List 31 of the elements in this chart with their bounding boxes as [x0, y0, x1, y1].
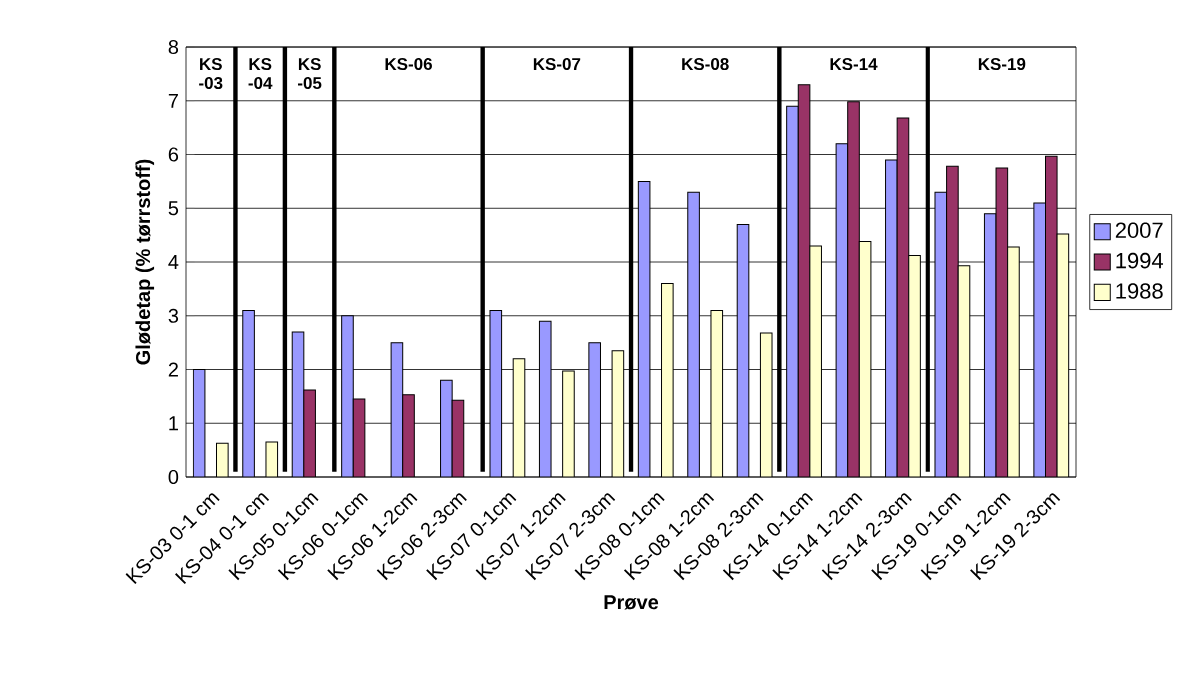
- annotation: KS-19: [978, 58, 1026, 71]
- bar: [786, 105, 799, 477]
- y-axis-title: Glødetap (% tørrstoff): [135, 159, 155, 365]
- bar: [687, 191, 700, 477]
- legend-label: 1988: [1116, 283, 1163, 299]
- legend-label: 1994: [1116, 252, 1164, 269]
- x-axis-title: Prøve: [604, 595, 659, 610]
- y-tick-label: 6: [168, 147, 179, 162]
- y-tick-label: 8: [168, 39, 179, 55]
- bar: [402, 394, 415, 477]
- y-tick-label: 1: [169, 416, 178, 431]
- annotation: KS-14: [830, 58, 878, 71]
- bar: [303, 389, 316, 477]
- annotation: KS -03: [199, 58, 223, 90]
- annotation: KS -05: [297, 58, 322, 90]
- y-tick-label: 4: [168, 255, 179, 269]
- annotation: KS-08: [682, 58, 729, 71]
- bar: [847, 101, 860, 477]
- y-tick-label: 0: [168, 469, 179, 485]
- annotation: KS-07: [533, 58, 581, 71]
- bar: [242, 309, 255, 477]
- y-tick-label: 5: [168, 201, 179, 216]
- annotation: KS -04: [248, 58, 273, 90]
- annotation: KS-06: [385, 58, 432, 71]
- y-tick-label: 3: [168, 308, 179, 323]
- legend-label: 2007: [1115, 222, 1163, 239]
- y-tick-label: 7: [168, 93, 178, 108]
- bar: [341, 315, 354, 477]
- bar: [946, 165, 959, 477]
- bar: [440, 379, 453, 477]
- y-tick-label: 2: [168, 362, 178, 377]
